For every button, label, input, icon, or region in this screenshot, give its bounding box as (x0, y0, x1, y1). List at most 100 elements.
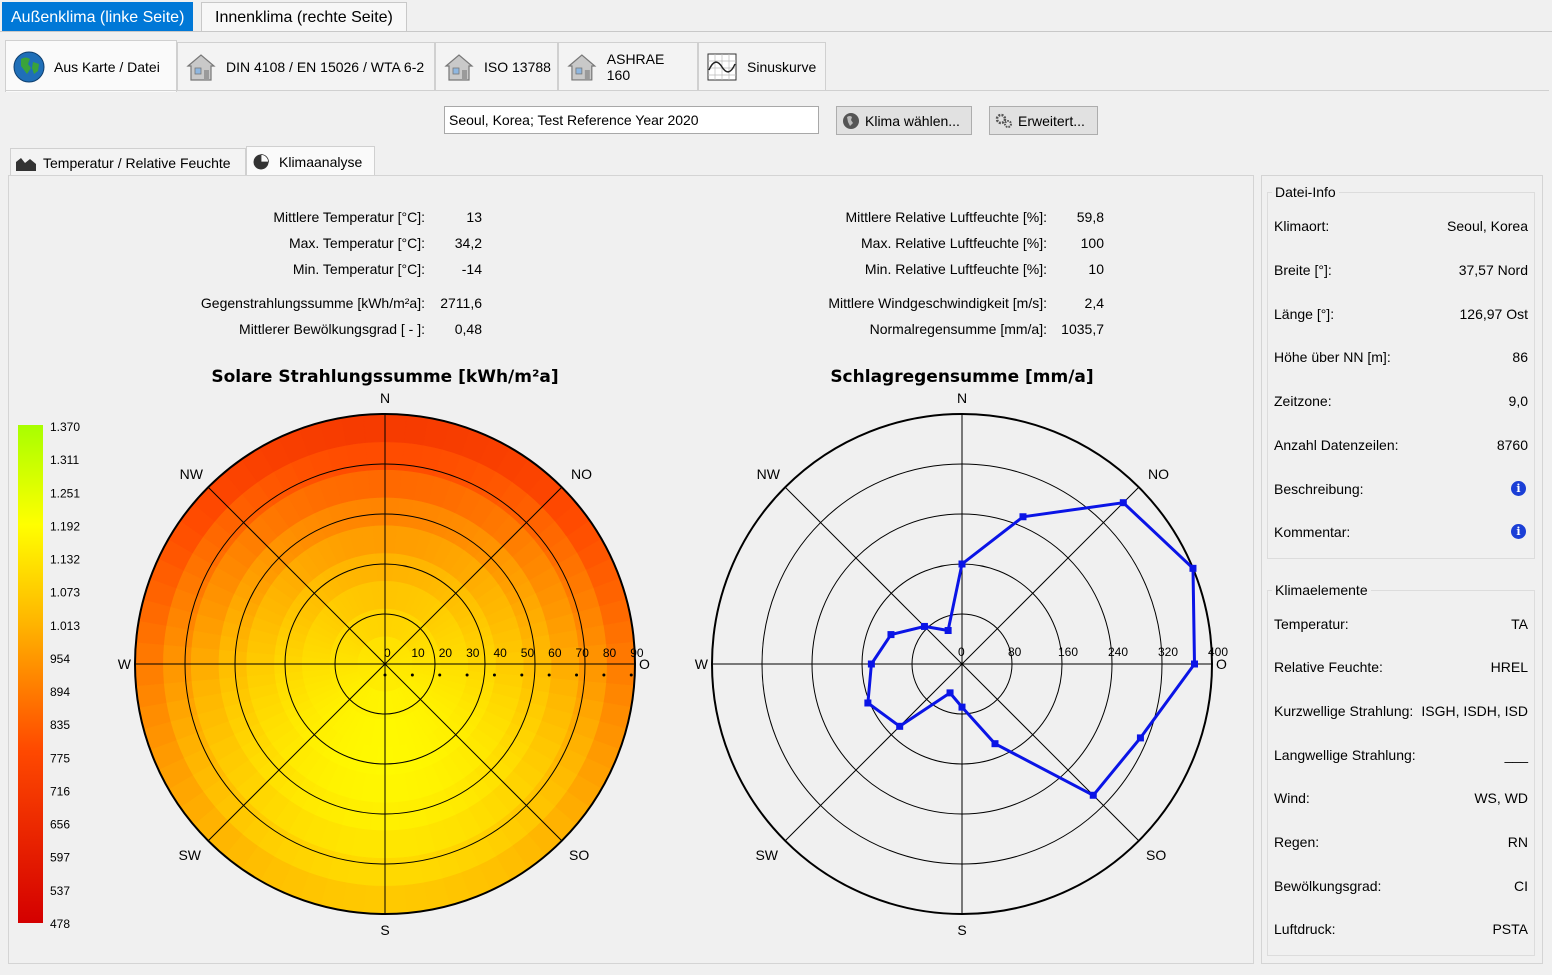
divider (0, 31, 1552, 32)
choose-climate-button[interactable]: Klima wählen... (836, 106, 972, 135)
element-value: ISGH, ISDH, ISD (1421, 703, 1528, 719)
info-value: 9,0 (1508, 393, 1528, 409)
advanced-label: Erweitert... (1018, 112, 1085, 129)
sine-chart-icon (707, 53, 737, 80)
radial-tick-label: 400 (1208, 645, 1228, 659)
description-info-icon[interactable]: i (1511, 481, 1526, 496)
element-label: Temperatur: (1274, 616, 1349, 632)
heatmap-cell (162, 663, 192, 684)
element-value: TA (1511, 616, 1528, 632)
colorbar-tick-label: 1.251 (50, 486, 80, 500)
stat-label: Min. Relative Luftfeuchte [%]: (864, 261, 1047, 277)
heatmap-cell (134, 663, 164, 687)
heatmap-cell (190, 646, 220, 665)
colorbar-tick-label: 656 (50, 818, 70, 832)
stat-label: Mittlere Relative Luftfeuchte [%]: (845, 209, 1047, 225)
info-value: 86 (1512, 349, 1528, 365)
heatmap-cell (218, 663, 247, 679)
element-label: Relative Feuchte: (1274, 659, 1383, 675)
direction-label: S (380, 922, 389, 938)
stat-value: 0,48 (454, 321, 482, 337)
tab-din-4108[interactable]: DIN 4108 / EN 15026 / WTA 6-2 (177, 42, 435, 90)
info-label: Höhe über NN [m]: (1274, 349, 1391, 365)
direction-label: N (957, 390, 967, 406)
element-label: Bewölkungsgrad: (1274, 878, 1382, 894)
stat-label: Max. Temperatur [°C]: (288, 235, 425, 251)
stat-label: Mittlerer Bewölkungsgrad [ - ]: (239, 321, 425, 337)
tab-label: Temperatur / Relative Feuchte (43, 154, 231, 171)
rain-data-point (1191, 660, 1198, 668)
info-label: Länge [°]: (1274, 306, 1335, 322)
rain-data-point (1189, 564, 1197, 572)
area-chart-icon (16, 157, 36, 171)
tab-temperature-humidity[interactable]: Temperatur / Relative Feuchte (10, 148, 246, 176)
element-value: RN (1507, 834, 1528, 850)
radial-tick-label: 70 (576, 646, 590, 660)
rain-data-point (944, 627, 952, 635)
rain-data-point (991, 740, 999, 748)
tab-iso-13788[interactable]: ISO 13788 (435, 42, 558, 90)
element-label: Langwellige Strahlung: (1274, 747, 1416, 763)
house-icon (444, 53, 474, 81)
tab-outdoor-climate[interactable]: Außenklima (linke Seite) (2, 2, 194, 31)
direction-label: W (118, 656, 132, 672)
element-label: Luftdruck: (1274, 921, 1336, 937)
stat-value: 10 (1088, 261, 1104, 277)
solar-chart-title: Solare Strahlungssumme [kWh/m²a] (211, 367, 559, 387)
stat-value: 59,8 (1076, 209, 1104, 225)
tab-sine-curve[interactable]: Sinuskurve (698, 42, 826, 90)
comment-info-icon[interactable]: i (1511, 524, 1526, 539)
heatmap-cell (365, 441, 386, 471)
stat-label: Mittlere Windgeschwindigkeit [m/s]: (828, 295, 1047, 311)
tab-indoor-label: Innenklima (rechte Seite) (215, 9, 393, 26)
heatmap-cell (384, 885, 408, 915)
heatmap-cell (245, 663, 275, 677)
stat-label: Gegenstrahlungssumme [kWh/m²a]: (200, 295, 425, 311)
radial-tick-label: 240 (1108, 645, 1128, 659)
heatmap-cell (384, 829, 403, 859)
radial-tick-label: 60 (548, 646, 562, 660)
stat-label: Min. Temperatur [°C]: (292, 261, 425, 277)
radial-tick-label: 10 (411, 646, 425, 660)
info-label: Zeitzone: (1274, 393, 1332, 409)
heatmap-cell (370, 497, 386, 526)
colorbar-tick-label: 1.370 (50, 420, 80, 434)
direction-label: SO (569, 847, 589, 863)
direction-label: O (639, 656, 650, 672)
direction-label: NW (180, 466, 204, 482)
tab-indoor-climate[interactable]: Innenklima (rechte Seite) (201, 2, 407, 31)
heatmap-cell (367, 829, 386, 859)
direction-label: W (695, 656, 709, 672)
polar-spoke (207, 486, 386, 665)
climate-file-field[interactable]: Seoul, Korea; Test Reference Year 2020 (444, 106, 819, 134)
colorbar: 1.370 1.311 1.251 1.192 1.132 1.073 1.013 954 89… (18, 420, 80, 931)
heatmap-cell (384, 413, 408, 443)
rain-data-point (958, 560, 966, 568)
direction-label: NO (1148, 466, 1169, 482)
heatmap-cell (372, 524, 386, 554)
heatmap-cell (384, 802, 400, 831)
heatmap-cell (134, 641, 164, 665)
stat-label: Mittlere Temperatur [°C]: (273, 209, 425, 225)
stat-value: 2,4 (1084, 295, 1104, 311)
advanced-button[interactable]: Erweitert... (989, 106, 1098, 135)
direction-label: NO (571, 466, 592, 482)
driving-rain-chart: 0 80 160 240 320 400 N NO O SO S SW W NW (695, 390, 1229, 938)
element-value: CI (1514, 878, 1528, 894)
info-label: Breite [°]: (1274, 262, 1332, 278)
divider (5, 90, 1549, 91)
info-panel (1261, 175, 1543, 964)
rain-data-point (920, 622, 928, 630)
radial-tick-label: 90 (630, 646, 644, 660)
tab-label: ISO 13788 (484, 58, 551, 75)
direction-label: S (957, 922, 966, 938)
tab-climate-analysis[interactable]: Klimaanalyse (246, 146, 375, 176)
tab-from-map-file[interactable]: Aus Karte / Datei (5, 40, 177, 92)
radial-tick-label: 320 (1158, 645, 1178, 659)
radial-tick-label: 20 (439, 646, 453, 660)
colorbar-tick-label: 716 (50, 784, 70, 798)
rain-data-point (1019, 513, 1027, 521)
element-label: Kurzwellige Strahlung: (1274, 703, 1414, 719)
rain-data-point (896, 722, 904, 730)
tab-ashrae-160[interactable]: ASHRAE 160 (558, 42, 698, 90)
